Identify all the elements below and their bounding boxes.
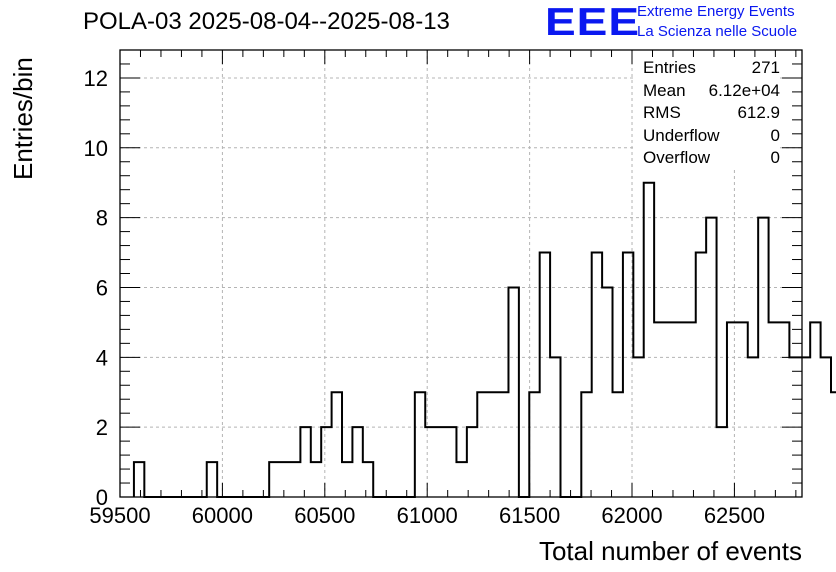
stat-entries-label: Entries bbox=[643, 58, 696, 77]
x-tick-label: 60500 bbox=[294, 503, 355, 528]
histogram-bin bbox=[269, 462, 279, 497]
y-tick-label: 2 bbox=[96, 415, 108, 440]
stat-underflow-label: Underflow bbox=[643, 125, 720, 145]
y-tick-label: 12 bbox=[84, 66, 108, 91]
histogram-bin bbox=[134, 462, 144, 497]
stat-rms-label: RMS bbox=[643, 103, 681, 122]
histogram-bin bbox=[290, 462, 300, 497]
logo-line-2: La Scienza nelle Scuole bbox=[637, 23, 798, 40]
chart-title: POLA-03 2025-08-04--2025-08-13 bbox=[83, 8, 450, 35]
histogram-bin bbox=[540, 253, 550, 497]
logo-line-1: Extreme Energy Events bbox=[637, 3, 795, 20]
stat-entries-value: 271 bbox=[751, 58, 780, 77]
histogram-series bbox=[132, 181, 836, 498]
histogram-bin bbox=[280, 462, 290, 497]
histogram-bin bbox=[581, 392, 591, 497]
x-axis-label: Total number of events bbox=[538, 536, 802, 566]
histogram-bin bbox=[717, 427, 727, 497]
y-tick-label: 4 bbox=[96, 345, 108, 370]
histogram-outline bbox=[132, 181, 836, 498]
histogram-bin bbox=[644, 183, 654, 497]
y-axis-label: Entries/bin bbox=[8, 57, 38, 180]
x-tick-label: 61000 bbox=[397, 503, 458, 528]
stat-overflow-value: 0 bbox=[770, 148, 780, 167]
x-tick-label: 60000 bbox=[192, 503, 253, 528]
stat-mean-label: Mean bbox=[643, 80, 686, 100]
histogram-bin bbox=[467, 427, 477, 497]
histogram-bin bbox=[685, 322, 695, 497]
x-axis-ticks: 59500 60000 60500 61000 61500 62000 62500 bbox=[89, 50, 797, 528]
histogram-bin bbox=[508, 287, 518, 497]
x-tick-label: 59500 bbox=[89, 503, 150, 528]
histogram-bin bbox=[821, 357, 831, 497]
histogram-bin bbox=[779, 322, 789, 497]
x-tick-label: 62500 bbox=[704, 503, 765, 528]
histogram-bin bbox=[456, 462, 466, 497]
stat-rms: RMS 612.9 bbox=[636, 102, 780, 125]
histogram-bin bbox=[300, 427, 310, 497]
stat-entries: Entries 271 bbox=[636, 57, 780, 80]
stat-mean: Mean 6.12e+04 bbox=[636, 80, 780, 103]
y-axis-ticks: 0 2 4 6 8 10 12 bbox=[84, 49, 802, 510]
histogram-bin bbox=[446, 427, 456, 497]
histogram-bin bbox=[613, 392, 623, 497]
stat-underflow-value: 0 bbox=[770, 125, 780, 145]
histogram-bin bbox=[696, 253, 706, 497]
histogram-bin bbox=[207, 462, 217, 497]
histogram-bin bbox=[332, 392, 342, 497]
histogram-bin bbox=[769, 322, 779, 497]
histogram-bin bbox=[488, 392, 498, 497]
stat-rms-value: 612.9 bbox=[737, 103, 780, 122]
histogram-bin bbox=[592, 253, 602, 497]
histogram-bin bbox=[602, 287, 612, 497]
logo-caption: Extreme Energy Events La Scienza nelle S… bbox=[637, 2, 797, 42]
histogram-bin bbox=[342, 462, 352, 497]
histogram-bin bbox=[654, 322, 664, 497]
eee-logo: EEE bbox=[545, 0, 641, 44]
stat-underflow: Underflow 0 bbox=[636, 125, 780, 148]
histogram-bin bbox=[810, 322, 820, 497]
x-tick-label: 62000 bbox=[601, 503, 662, 528]
y-tick-label: 8 bbox=[96, 206, 108, 231]
histogram-bin bbox=[727, 322, 737, 497]
stat-mean-value: 6.12e+04 bbox=[708, 80, 780, 100]
histogram-bin bbox=[363, 462, 373, 497]
histogram-bin bbox=[529, 392, 539, 497]
histogram-bin bbox=[831, 392, 836, 497]
histogram-bin bbox=[436, 427, 446, 497]
x-tick-label: 61500 bbox=[499, 503, 560, 528]
histogram-bin bbox=[477, 392, 487, 497]
histogram-bin bbox=[415, 392, 425, 497]
stat-overflow-label: Overflow bbox=[643, 148, 711, 167]
y-tick-label: 10 bbox=[84, 136, 108, 161]
histogram-bin bbox=[498, 392, 508, 497]
histogram-bin bbox=[665, 322, 675, 497]
histogram-bin bbox=[675, 322, 685, 497]
y-tick-label: 6 bbox=[96, 275, 108, 300]
histogram-bin bbox=[737, 322, 747, 497]
histogram-bin bbox=[321, 427, 331, 497]
histogram-bin bbox=[311, 462, 321, 497]
y-tick-label: 0 bbox=[96, 485, 108, 510]
stats-box: Entries 271 Mean 6.12e+04 RMS 612.9 Unde… bbox=[636, 57, 780, 170]
histogram-bin bbox=[352, 427, 362, 497]
stat-overflow: Overflow 0 bbox=[636, 147, 780, 170]
